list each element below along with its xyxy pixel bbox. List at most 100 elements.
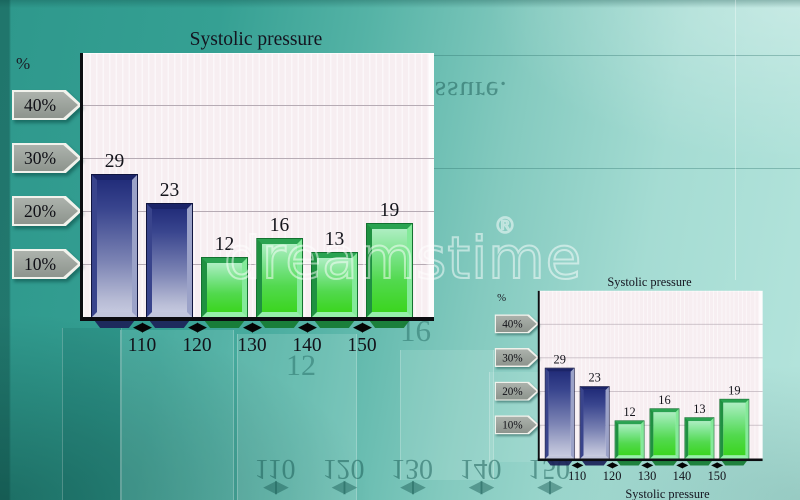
x-tick: ◀▶ 130 <box>630 461 664 483</box>
bar-foot-shadow <box>94 320 135 328</box>
ghost-axis-marker-arrows-icon: ◀▶ <box>263 478 287 499</box>
bar <box>91 174 138 318</box>
bar-value-label: 23 <box>159 180 180 201</box>
bar-foot-shadow <box>149 320 190 328</box>
bar-foot-shadow <box>314 320 355 328</box>
systolic-chart-bottom-cutoff: Systolic pressure%40%30%20%10%2923121613… <box>505 487 788 500</box>
systolic-chart-small: Systolic pressure% 40% 30% 20% 10% 29 23 12 16 13… <box>487 275 770 488</box>
y-tick-arrow: 10% <box>494 415 540 435</box>
axis-marker-arrows-icon: ◀▶ <box>711 460 723 470</box>
bar-value-label: 12 <box>623 405 636 420</box>
bar <box>579 386 610 460</box>
axis-marker-arrows-icon: ◀▶ <box>641 460 653 470</box>
bar <box>201 257 248 318</box>
bar-foot-shadow <box>204 320 245 328</box>
bar <box>146 203 193 318</box>
y-tick-arrow: 30% <box>12 143 82 173</box>
bar <box>614 420 645 460</box>
bar-foot-shadow <box>259 320 300 328</box>
gridline <box>83 211 434 212</box>
x-tick-label: 120 <box>602 469 622 484</box>
ghost-axis-marker-arrows-icon: ◀▶ <box>331 478 356 499</box>
bar-value-label: 16 <box>269 215 290 236</box>
x-tick: ◀▶ 140 <box>280 321 334 356</box>
y-tick-arrow-fill <box>495 315 537 333</box>
chart-title: Systolic pressure <box>189 29 323 50</box>
y-axis-unit-label: % <box>497 291 507 304</box>
x-axis-line <box>80 317 434 321</box>
y-tick-label: 30% <box>23 148 57 168</box>
axis-marker-arrows-icon: ◀▶ <box>571 460 583 470</box>
ghost-bar-band <box>62 328 122 500</box>
bar-foot-shadow <box>721 460 748 466</box>
ghost-bar-band <box>400 350 494 480</box>
bar-value-label: 19 <box>728 384 741 398</box>
y-tick-arrow: 40% <box>12 90 82 120</box>
y-tick-arrow-fill <box>495 416 537 434</box>
axis-marker-arrows-icon: ◀▶ <box>133 320 152 335</box>
x-tick-label: 130 <box>637 469 657 484</box>
gridline <box>539 323 763 325</box>
bar-foot-shadow <box>686 460 713 466</box>
bar <box>366 223 413 318</box>
x-tick: ◀▶ 110 <box>560 461 594 483</box>
gridline <box>539 391 763 392</box>
axis-marker-arrows-icon: ◀▶ <box>243 320 262 335</box>
y-tick-label: 40% <box>23 95 57 115</box>
bar <box>649 408 680 460</box>
x-tick-label: 140 <box>672 469 692 484</box>
y-tick-arrow-fill <box>14 251 78 277</box>
y-tick-label: 10% <box>23 254 57 274</box>
y-tick-label: 30% <box>502 351 523 364</box>
y-tick-label: 20% <box>502 384 523 398</box>
bar-foot-shadow <box>546 460 573 466</box>
x-tick: ◀▶ 150 <box>700 461 734 483</box>
ghost-gridline <box>430 55 800 56</box>
y-tick-arrow-fill <box>14 145 78 171</box>
ghost-axis-marker-arrows-icon: ◀▶ <box>400 478 424 499</box>
bar-value-label: 12 <box>214 234 235 255</box>
x-tick: ◀▶ 120 <box>170 321 224 356</box>
y-tick-arrow: 10% <box>12 249 82 279</box>
x-tick-label: 110 <box>127 335 157 356</box>
x-tick-label: 140 <box>292 335 322 356</box>
bar <box>311 252 358 318</box>
x-tick-label: 150 <box>707 469 727 484</box>
bar-foot-shadow <box>369 320 410 328</box>
bar-foot-shadow <box>581 460 608 466</box>
y-tick-arrow: 40% <box>494 314 540 334</box>
bar <box>719 398 750 460</box>
x-tick: ◀▶ 120 <box>595 461 629 483</box>
bar <box>544 367 575 460</box>
bar-foot-shadow <box>651 460 678 466</box>
gridline <box>539 357 763 359</box>
chart-title: Systolic pressure <box>625 487 710 500</box>
bar-value-label: 29 <box>553 353 566 367</box>
axis-marker-arrows-icon: ◀▶ <box>353 320 372 335</box>
y-tick-arrow: 30% <box>494 348 540 368</box>
systolic-chart-main: Systolic pressure% 40% 30% 20% 10% 29 23 12 16 13… <box>0 28 445 363</box>
chart-title: Systolic pressure <box>607 275 692 289</box>
bar <box>256 238 303 318</box>
y-axis-unit-label: % <box>16 54 31 73</box>
ghost-gridline <box>428 168 800 169</box>
x-tick-label: 130 <box>237 335 267 356</box>
y-tick-arrow-fill <box>14 198 78 224</box>
bar-value-label: 13 <box>693 402 706 416</box>
x-tick: ◀▶ 130 <box>225 321 279 356</box>
bar-foot-shadow <box>616 460 643 466</box>
gridline <box>83 158 434 159</box>
y-tick-arrow-fill <box>495 382 537 400</box>
y-axis-line <box>80 53 83 320</box>
x-tick-label: 150 <box>347 335 377 356</box>
ghost-value-label: 12 <box>286 349 316 382</box>
ghost-bar-band <box>237 334 357 500</box>
x-axis-line <box>537 458 763 462</box>
y-tick-arrow: 20% <box>494 381 540 401</box>
y-tick-label: 20% <box>23 201 57 221</box>
x-tick: ◀▶ 150 <box>335 321 389 356</box>
axis-marker-arrows-icon: ◀▶ <box>676 460 688 470</box>
axis-marker-arrows-icon: ◀▶ <box>298 320 317 335</box>
x-tick-label: 110 <box>568 469 587 484</box>
